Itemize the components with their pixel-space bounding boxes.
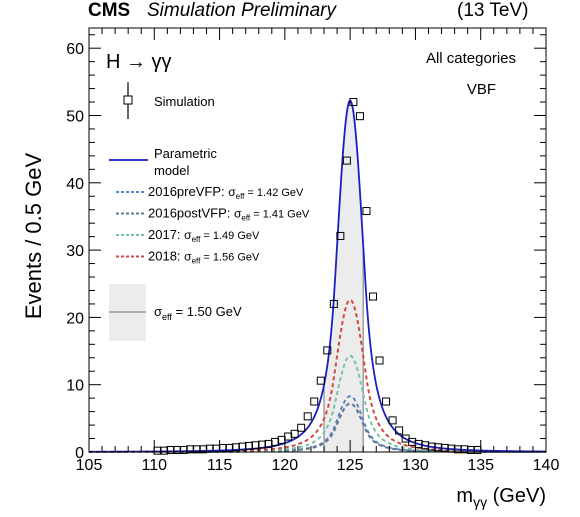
axes-layer: 105 110 115 120 125 130 135 140 0 10 20 30 40 50 60 xyxy=(66,27,560,474)
legend-simulation-label: Simulation xyxy=(154,94,215,109)
simulation-point xyxy=(382,397,391,406)
simulation-point xyxy=(290,429,299,438)
simulation-point xyxy=(277,435,286,444)
simulation-point xyxy=(362,207,371,216)
point-marker xyxy=(388,416,397,425)
point-marker xyxy=(277,435,286,444)
legend-parametric-label: Parametric xyxy=(154,146,217,161)
y-tick-label: 20 xyxy=(66,310,84,327)
point-marker xyxy=(342,156,351,165)
point-marker xyxy=(362,207,371,216)
legend-label-2018: 2018: σeff = 1.56 GeV xyxy=(148,249,260,266)
simulation-point xyxy=(355,112,364,121)
simulation-point xyxy=(375,356,384,365)
simulation-point xyxy=(349,98,358,107)
y-tick-label: 30 xyxy=(66,243,84,260)
point-marker xyxy=(375,356,384,365)
x-axis-title: mγγ (GeV) xyxy=(456,485,546,510)
simulation-point xyxy=(310,397,319,406)
point-marker xyxy=(382,397,391,406)
point-marker xyxy=(310,397,319,406)
y-tick-label: 40 xyxy=(66,176,84,193)
experiment-label: CMS xyxy=(88,0,131,21)
simulation-point xyxy=(368,292,377,301)
y-tick-label: 60 xyxy=(66,41,84,58)
legend-simulation-marker xyxy=(123,95,133,105)
legend-label-2017: 2017: σeff = 1.49 GeV xyxy=(148,227,260,244)
legend-layer: Simulation Parametric model 2016preVFP: σef… xyxy=(109,82,310,341)
x-tick-label: 140 xyxy=(533,457,560,474)
legend-label-2016postvfp: 2016postVFP: σeff = 1.41 GeV xyxy=(148,206,310,223)
x-tick-label: 130 xyxy=(402,457,429,474)
plot-frame xyxy=(88,27,547,453)
y-tick-label: 50 xyxy=(66,108,84,125)
simulation-point xyxy=(342,156,351,165)
parametric-model-curve xyxy=(89,99,547,453)
legend-model-label: model xyxy=(154,163,190,178)
simulation-point xyxy=(284,432,293,441)
point-marker xyxy=(349,98,358,107)
x-tick-label: 110 xyxy=(142,457,168,474)
simulation-point xyxy=(336,231,345,240)
point-marker xyxy=(355,112,364,121)
simulation-point xyxy=(323,346,332,355)
point-marker xyxy=(368,292,377,301)
y-axis-title: Events / 0.5 GeV xyxy=(21,153,46,320)
tag-label: VBF xyxy=(467,81,496,98)
sigma-eff-band xyxy=(324,100,364,452)
simulation-point xyxy=(395,426,404,435)
legend-band-label: σeff = 1.50 GeV xyxy=(154,304,242,322)
y-tick-label: 0 xyxy=(75,445,84,462)
simulation-point xyxy=(303,412,312,421)
x-tick-label: 120 xyxy=(272,457,299,474)
legend-label-2016prevfp: 2016preVFP: σeff = 1.42 GeV xyxy=(148,184,304,201)
simulation-point xyxy=(388,416,397,425)
status-label: Simulation Preliminary xyxy=(147,0,337,21)
labels-layer: mγγ (GeV) Events / 0.5 GeV H → γγ All categ… xyxy=(21,50,546,510)
point-marker xyxy=(297,423,306,432)
simulation-point xyxy=(329,299,338,308)
x-tick-label: 105 xyxy=(76,457,103,474)
point-marker xyxy=(284,432,293,441)
process-label: H → γγ xyxy=(106,51,172,73)
point-marker xyxy=(303,412,312,421)
category-label: All categories xyxy=(426,50,516,67)
x-tick-label: 125 xyxy=(337,457,364,474)
point-marker xyxy=(329,299,338,308)
simulation-point xyxy=(316,376,325,385)
point-marker xyxy=(316,376,325,385)
point-marker xyxy=(336,231,345,240)
point-marker xyxy=(323,346,332,355)
model-curve-2018 xyxy=(89,298,547,453)
x-tick-label: 115 xyxy=(207,457,233,474)
point-marker xyxy=(290,429,299,438)
simulation-point xyxy=(297,423,306,432)
point-marker xyxy=(395,426,404,435)
y-tick-label: 10 xyxy=(66,378,84,395)
x-tick-label: 135 xyxy=(467,457,494,474)
energy-label: (13 TeV) xyxy=(457,0,529,21)
